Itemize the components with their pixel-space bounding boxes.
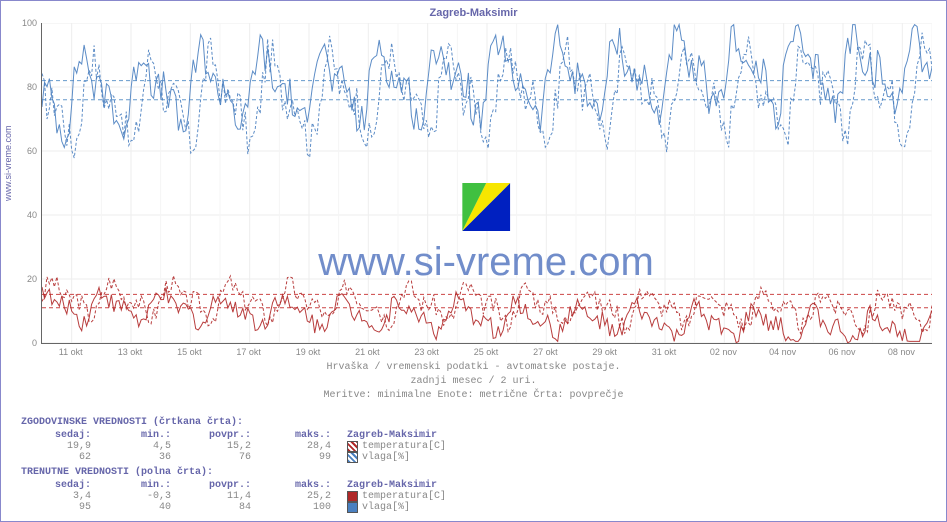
stats-tables: ZGODOVINSKE VREDNOSTI (črtkana črta): sed… — [21, 413, 446, 513]
xtick-label: 06 nov — [828, 347, 855, 357]
col-head: sedaj: — [21, 430, 101, 441]
legend-item: temperatura[C] — [341, 441, 446, 452]
col-head: povpr.: — [181, 480, 261, 491]
xtick-label: 27 okt — [533, 347, 558, 357]
table-cell: 15,2 — [181, 441, 261, 452]
col-head: maks.: — [261, 480, 341, 491]
xtick-label: 23 okt — [414, 347, 439, 357]
legend-swatch-icon — [347, 441, 358, 452]
subtitle-line: Hrvaška / vremenski podatki - avtomatske… — [1, 361, 946, 375]
subtitle-line: zadnji mesec / 2 uri. — [1, 375, 946, 389]
legend-label: vlaga[%] — [362, 452, 410, 463]
xtick-label: 04 nov — [769, 347, 796, 357]
table-cell: 99 — [261, 452, 341, 463]
table-cell: 28,4 — [261, 441, 341, 452]
xtick-label: 17 okt — [236, 347, 261, 357]
table-cell: 62 — [21, 452, 101, 463]
ytick-label: 20 — [27, 274, 37, 284]
xtick-label: 08 nov — [888, 347, 915, 357]
table-cell: 40 — [101, 502, 181, 513]
chart-subtitles: Hrvaška / vremenski podatki - avtomatske… — [1, 361, 946, 403]
table-row: 62367699 vlaga[%] — [21, 452, 446, 463]
ytick-label: 60 — [27, 146, 37, 156]
subtitle-line: Meritve: minimalne Enote: metrične Črta:… — [1, 389, 946, 403]
legend-label: vlaga[%] — [362, 502, 410, 513]
ytick-label: 100 — [22, 18, 37, 28]
legend-swatch-icon — [347, 502, 358, 513]
legend-swatch-icon — [347, 491, 358, 502]
ytick-label: 0 — [32, 338, 37, 348]
table-colheads: sedaj:min.:povpr.:maks.:Zagreb-Maksimir — [21, 430, 446, 441]
table-colheads: sedaj:min.:povpr.:maks.:Zagreb-Maksimir — [21, 480, 446, 491]
table-cell: 11,4 — [181, 491, 261, 502]
table-cell: 19,9 — [21, 441, 101, 452]
table-cell: 84 — [181, 502, 261, 513]
legend-label: temperatura[C] — [362, 491, 446, 502]
table-cell: 95 — [21, 502, 101, 513]
col-head: min.: — [101, 430, 181, 441]
table-header: ZGODOVINSKE VREDNOSTI (črtkana črta): — [21, 417, 446, 428]
table-cell: 100 — [261, 502, 341, 513]
station-name: Zagreb-Maksimir — [341, 480, 437, 491]
xtick-label: 21 okt — [355, 347, 380, 357]
col-head: povpr.: — [181, 430, 261, 441]
xtick-label: 13 okt — [118, 347, 143, 357]
table-cell: -0,3 — [101, 491, 181, 502]
table-row: 954084100 vlaga[%] — [21, 502, 446, 513]
ytick-label: 80 — [27, 82, 37, 92]
table-cell: 76 — [181, 452, 261, 463]
table-row: 3,4-0,311,425,2 temperatura[C] — [21, 491, 446, 502]
xtick-label: 25 okt — [474, 347, 499, 357]
col-head: min.: — [101, 480, 181, 491]
chart-area: 020406080100 11 okt13 okt15 okt17 okt19 … — [41, 23, 931, 343]
legend-item: vlaga[%] — [341, 502, 410, 513]
col-head: sedaj: — [21, 480, 101, 491]
table-row: 19,94,515,228,4 temperatura[C] — [21, 441, 446, 452]
ytick-label: 40 — [27, 210, 37, 220]
table-cell: 4,5 — [101, 441, 181, 452]
station-name: Zagreb-Maksimir — [341, 430, 437, 441]
table-header: TRENUTNE VREDNOSTI (polna črta): — [21, 467, 446, 478]
outer-ylabel: www.si-vreme.com — [3, 125, 13, 201]
xtick-label: 11 okt — [59, 347, 83, 357]
chart-frame: www.si-vreme.com Zagreb-Maksimir 0204060… — [0, 0, 947, 522]
xtick-label: 29 okt — [592, 347, 617, 357]
xtick-label: 02 nov — [710, 347, 737, 357]
xtick-label: 19 okt — [296, 347, 321, 357]
legend-label: temperatura[C] — [362, 441, 446, 452]
table-cell: 3,4 — [21, 491, 101, 502]
chart-title: Zagreb-Maksimir — [1, 1, 946, 19]
legend-swatch-icon — [347, 452, 358, 463]
xtick-label: 15 okt — [177, 347, 202, 357]
legend-item: temperatura[C] — [341, 491, 446, 502]
col-head: maks.: — [261, 430, 341, 441]
legend-item: vlaga[%] — [341, 452, 410, 463]
table-cell: 25,2 — [261, 491, 341, 502]
table-cell: 36 — [101, 452, 181, 463]
plot-svg — [41, 23, 932, 344]
xtick-label: 31 okt — [652, 347, 677, 357]
